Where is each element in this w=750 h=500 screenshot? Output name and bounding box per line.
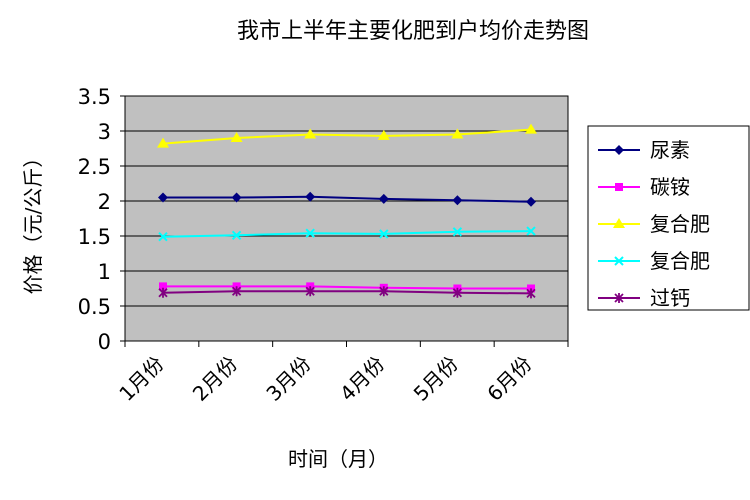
legend-box (587, 125, 750, 311)
x-tick-label: 5月份 (409, 352, 463, 406)
y-tick-label: 2 (98, 190, 111, 214)
data-point (526, 226, 536, 236)
legend-label: 复合肥 (650, 212, 710, 236)
x-tick-label: 2月份 (188, 352, 242, 406)
chart-title: 我市上半年主要化肥到户均价走势图 (237, 19, 589, 44)
data-point (613, 218, 625, 228)
x-axis-ticks: 1月份 2月份 3月份 4月份 5月份 6月份 (114, 341, 569, 406)
data-point (158, 287, 168, 298)
series-line (162, 230, 532, 238)
legend-label: 尿素 (650, 138, 690, 162)
y-tick-label: 1 (98, 260, 111, 284)
series-line (162, 290, 532, 295)
legend-item: 复合肥 (598, 212, 710, 236)
x-tick-label: 1月份 (114, 352, 168, 406)
legend-item: 尿素 (598, 138, 690, 162)
data-point (614, 145, 624, 155)
legend-item: 复合肥 (598, 249, 710, 273)
x-tick-label: 3月份 (261, 352, 315, 406)
series-line (162, 128, 532, 145)
data-point (377, 129, 390, 140)
x-axis-label: 时间（月） (288, 447, 388, 471)
y-tick-label: 0 (98, 330, 111, 354)
data-point (158, 192, 168, 203)
data-point (452, 195, 463, 206)
plot-area (124, 95, 569, 342)
series-line (163, 285, 531, 290)
series-1 (158, 191, 536, 207)
data-point (231, 192, 242, 203)
data-point (614, 293, 624, 303)
legend-label: 过钙 (650, 286, 690, 310)
legend-item: 碳铵 (598, 175, 690, 199)
series-4 (158, 226, 536, 242)
y-tick-label: 0.5 (78, 295, 111, 319)
data-point (379, 229, 389, 239)
data-point (231, 230, 242, 241)
data-point (157, 137, 169, 148)
series-5 (158, 286, 536, 299)
data-point (379, 286, 389, 297)
legend-label: 碳铵 (650, 175, 690, 199)
data-point (305, 228, 315, 238)
data-point (452, 227, 463, 237)
y-axis-label: 价格（元/公斤） (21, 148, 45, 295)
data-point (525, 123, 537, 134)
data-point (378, 193, 389, 204)
data-point (615, 183, 623, 191)
series-layer (157, 123, 537, 299)
x-tick-label: 6月份 (482, 352, 536, 406)
data-point (526, 288, 536, 299)
y-tick-label: 2.5 (78, 155, 111, 179)
y-tick-label: 3 (98, 120, 111, 144)
y-tick-label: 1.5 (78, 225, 111, 249)
data-point (231, 286, 242, 297)
data-point (614, 256, 624, 266)
y-axis-ticks: 0 0.5 1 1.5 2 2.5 3 3.5 (78, 85, 125, 354)
series-3 (157, 123, 537, 148)
data-point (526, 196, 536, 207)
data-point (158, 231, 168, 242)
series-line (163, 195, 532, 203)
data-point (305, 286, 315, 297)
data-point (305, 191, 316, 202)
data-point (451, 128, 464, 139)
data-point (230, 132, 243, 142)
data-point (452, 287, 463, 298)
x-tick-label: 4月份 (335, 352, 389, 406)
data-point (159, 282, 167, 291)
legend-item: 过钙 (598, 286, 690, 310)
data-point (304, 128, 317, 139)
y-tick-label: 3.5 (78, 85, 111, 109)
legend-label: 复合肥 (650, 249, 710, 273)
